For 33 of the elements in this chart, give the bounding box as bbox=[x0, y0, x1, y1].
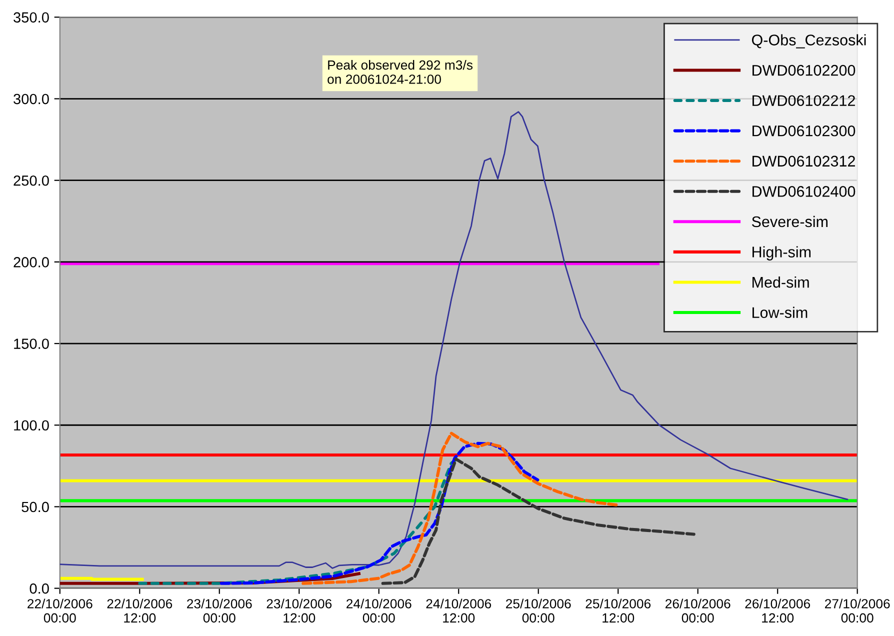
legend-label: High-sim bbox=[752, 246, 811, 260]
y-tick-label: 100.0 bbox=[14, 420, 49, 431]
x-tick-label: 27/10/2006 00:00 bbox=[824, 598, 890, 623]
legend-label: DWD06102200 bbox=[752, 64, 856, 76]
y-tick-label: 200.0 bbox=[14, 257, 49, 268]
line-series bbox=[220, 442, 540, 585]
y-tick-label: 0.0 bbox=[30, 583, 49, 594]
legend-label: DWD06102300 bbox=[752, 125, 856, 136]
legend-label: Severe-sim bbox=[752, 216, 828, 228]
legend-label: DWD06102312 bbox=[752, 156, 855, 167]
annotation: Peak observed 292 m3/s on 20061024-21:00 bbox=[328, 60, 473, 84]
line-series bbox=[302, 432, 619, 585]
x-tick-label: 23/10/2006 00:00 bbox=[187, 598, 252, 623]
legend-label: Med-sim bbox=[752, 276, 809, 288]
x-tick-label: 25/10/2006 12:00 bbox=[586, 598, 651, 623]
y-tick-label: 350.0 bbox=[14, 12, 49, 23]
y-tick-label: 150.0 bbox=[14, 338, 49, 349]
y-tick-label: 300.0 bbox=[14, 94, 49, 104]
y-tick-label: 50.0 bbox=[22, 502, 49, 512]
legend-label: DWD06102400 bbox=[752, 186, 856, 197]
x-tick-label: 23/10/2006 12:00 bbox=[266, 598, 332, 623]
legend-label: DWD06102212 bbox=[752, 95, 855, 106]
legend-label: Q-Obs_Cezsoski bbox=[752, 34, 866, 48]
x-tick-label: 22/10/2006 00:00 bbox=[28, 598, 92, 623]
legend-label: Low-sim bbox=[752, 306, 808, 318]
x-tick-label: 24/10/2006 12:00 bbox=[426, 598, 492, 623]
y-tick-label: 250.0 bbox=[14, 175, 49, 186]
x-tick-label: 26/10/2006 00:00 bbox=[666, 598, 730, 623]
line-series bbox=[381, 458, 696, 585]
x-tick-label: 22/10/2006 12:00 bbox=[107, 598, 172, 623]
x-tick-label: 24/10/2006 00:00 bbox=[346, 598, 412, 623]
x-tick-label: 26/10/2006 12:00 bbox=[745, 598, 810, 623]
x-tick-label: 25/10/2006 00:00 bbox=[506, 598, 571, 623]
